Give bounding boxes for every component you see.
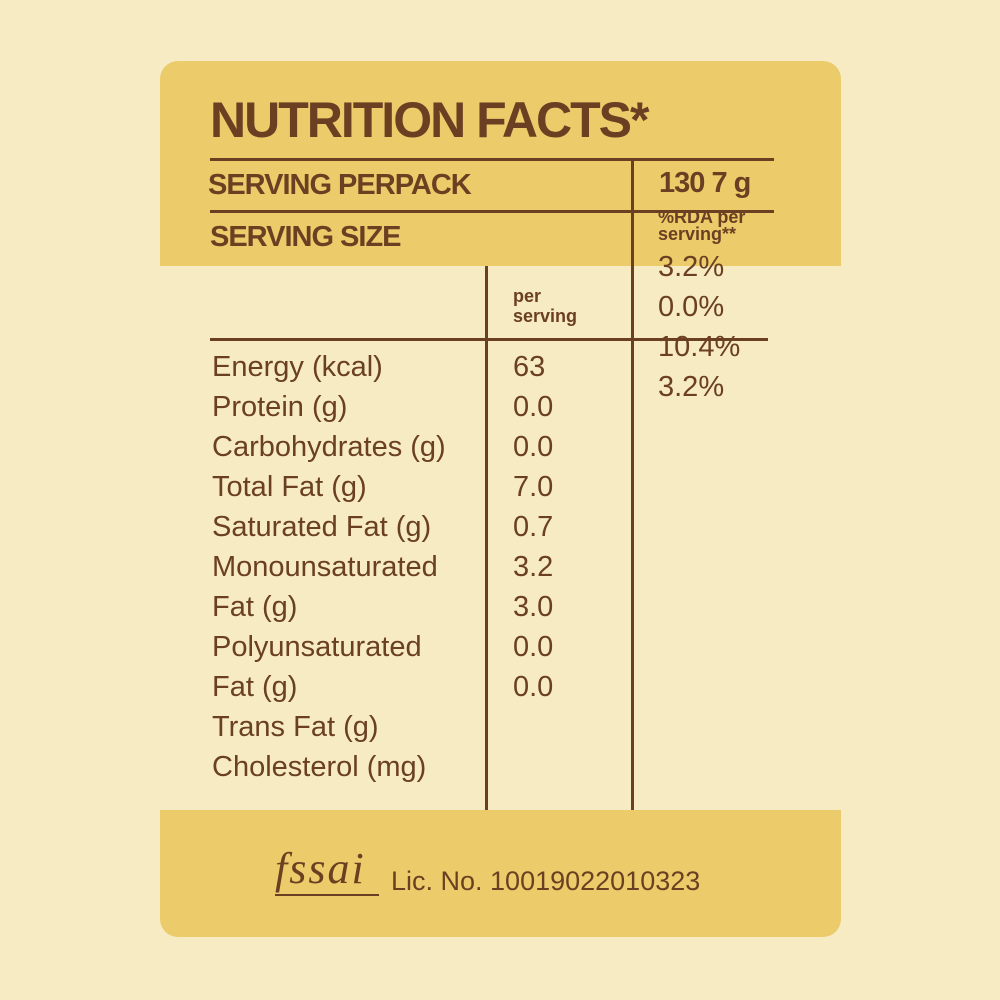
rule-middle xyxy=(210,210,774,213)
serving-per-pack-value: 130 7 g xyxy=(659,167,751,199)
rda-value: 0.0% xyxy=(658,291,725,323)
page-title: NUTRITION FACTS* xyxy=(210,92,649,148)
nutrient-name: Carbohydrates (g) xyxy=(212,431,446,463)
per-serving-value: 0.7 xyxy=(513,511,554,543)
per-serving-value: 3.2 xyxy=(513,551,554,583)
rda-value: 10.4% xyxy=(658,331,741,363)
rda-value: 3.2% xyxy=(658,371,725,403)
nutrient-list: Energy (kcal) Protein (g) Carbohydrates … xyxy=(212,347,446,787)
nutrient-name: Protein (g) xyxy=(212,391,348,423)
per-serving-header: per serving xyxy=(513,286,578,326)
serving-per-pack-label: SERVING PERPACK xyxy=(208,169,472,201)
per-serving-value: 0.0 xyxy=(513,671,554,703)
per-serving-value: 0.0 xyxy=(513,631,554,663)
header-band xyxy=(160,61,841,266)
per-serving-value: 7.0 xyxy=(513,471,554,503)
column-divider-left xyxy=(485,266,488,810)
per-serving-value: 0.0 xyxy=(513,431,554,463)
nutrient-name: Trans Fat (g) xyxy=(212,711,379,743)
license-number: Lic. No. 10019022010323 xyxy=(391,866,701,896)
footer-band xyxy=(160,810,841,937)
fssai-logo-underline xyxy=(275,894,379,896)
per-serving-value: 63 xyxy=(513,351,546,383)
rule-per-serving xyxy=(210,338,768,341)
nutrient-name: Total Fat (g) xyxy=(212,471,367,503)
per-serving-value: 0.0 xyxy=(513,391,554,423)
nutrient-name: Cholesterol (mg) xyxy=(212,751,427,783)
rda-header: %RDA per serving** xyxy=(658,207,746,244)
fssai-logo: fssai xyxy=(275,844,366,893)
rda-values: 3.2% 0.0% 10.4% 3.2% xyxy=(658,247,740,407)
per-serving-values: 63 0.0 0.0 7.0 0.7 3.2 3.0 0.0 0.0 xyxy=(513,347,553,707)
nutrient-name: Saturated Fat (g) xyxy=(212,511,432,543)
rda-value: 3.2% xyxy=(658,251,725,283)
nutrient-name: Polyunsaturated xyxy=(212,631,422,663)
per-serving-value: 3.0 xyxy=(513,591,554,623)
column-divider-right xyxy=(631,158,634,810)
rule-top xyxy=(210,158,774,161)
nutrient-name: Fat (g) xyxy=(212,591,298,623)
nutrient-name: Fat (g) xyxy=(212,671,298,703)
nutrient-name: Energy (kcal) xyxy=(212,351,383,383)
nutrition-label-card: NUTRITION FACTS* SERVING PERPACK 130 7 g… xyxy=(160,61,841,937)
serving-size-label: SERVING SIZE xyxy=(210,221,402,253)
nutrient-name: Monounsaturated xyxy=(212,551,438,583)
